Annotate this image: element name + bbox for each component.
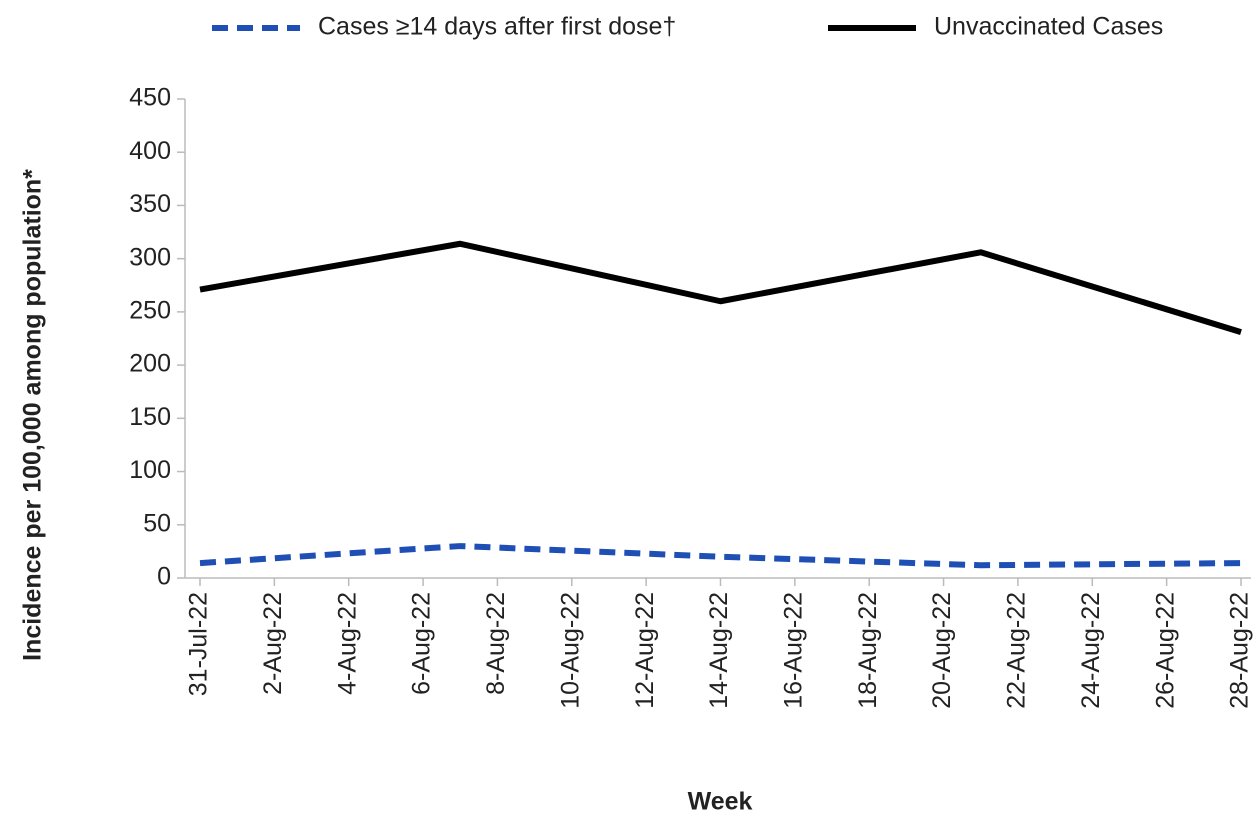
y-tick-label: 450 (129, 84, 171, 112)
x-tick-label: 4-Aug-22 (333, 592, 361, 695)
x-tick-label: 28-Aug-22 (1226, 592, 1254, 709)
x-tick-label: 20-Aug-22 (928, 592, 956, 709)
x-tick-label: 22-Aug-22 (1003, 592, 1031, 709)
x-tick-label: 16-Aug-22 (779, 592, 807, 709)
y-tick-label: 100 (129, 456, 171, 484)
y-tick-label: 400 (129, 137, 171, 165)
x-tick-label: 18-Aug-22 (854, 592, 882, 709)
y-tick-label: 300 (129, 243, 171, 271)
series-line (199, 240, 1242, 335)
y-tick-label: 250 (129, 296, 171, 324)
y-tick-label: 0 (157, 563, 171, 591)
x-tick-label: 6-Aug-22 (408, 592, 436, 695)
x-axis-label: Week (688, 788, 753, 816)
x-tick-label: 2-Aug-22 (259, 592, 287, 695)
x-tick-label: 31-Jul-22 (185, 592, 213, 696)
x-tick-label: 10-Aug-22 (556, 592, 584, 709)
y-tick-label: 50 (143, 509, 171, 537)
y-tick-label: 150 (129, 403, 171, 431)
legend-label: Cases ≥14 days after first dose† (318, 13, 676, 41)
series-line (199, 543, 1242, 569)
legend-label: Unvaccinated Cases (934, 13, 1163, 41)
x-tick-label: 14-Aug-22 (705, 592, 733, 709)
x-tick-label: 8-Aug-22 (482, 592, 510, 695)
y-axis-label: Incidence per 100,000 among population* (19, 169, 47, 661)
y-tick-label: 200 (129, 350, 171, 378)
x-tick-label: 24-Aug-22 (1077, 592, 1105, 709)
x-tick-label: 26-Aug-22 (1151, 592, 1179, 709)
y-tick-label: 350 (129, 190, 171, 218)
x-tick-label: 12-Aug-22 (631, 592, 659, 709)
